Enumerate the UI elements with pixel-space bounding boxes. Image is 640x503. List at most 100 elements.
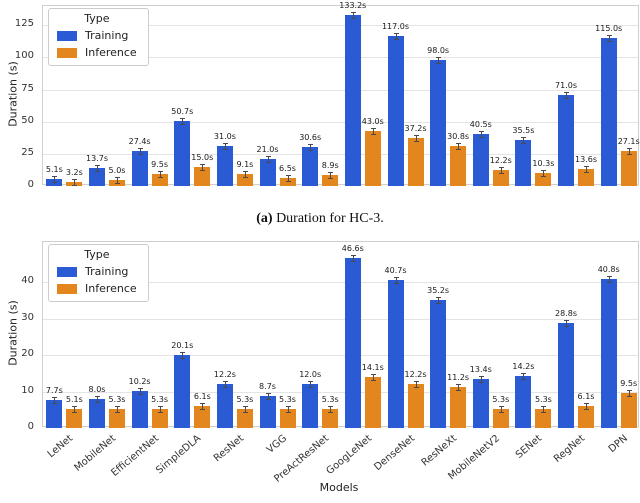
bar-inference <box>450 146 467 186</box>
bar-value-label: 43.0s <box>361 116 384 126</box>
error-bar-cap <box>242 171 248 173</box>
error-bar <box>224 380 226 387</box>
bar-value-label: 37.2s <box>404 124 427 134</box>
bar-value-label: 5.3s <box>108 394 126 404</box>
bar-value-label: 27.4s <box>128 136 151 146</box>
grid-line <box>43 89 638 91</box>
grid-line <box>43 282 638 284</box>
bar-training <box>259 159 276 186</box>
error-bar-cap <box>72 412 78 414</box>
error-bar <box>395 32 397 39</box>
grid-line <box>43 57 638 59</box>
error-bar-cap <box>72 184 78 186</box>
x-tick-label: RegNet <box>551 433 588 465</box>
bar-inference <box>364 376 381 428</box>
caption-a-letter: (a) <box>256 211 273 226</box>
error-bar-cap <box>157 170 163 172</box>
grid-line <box>43 355 638 357</box>
bar-value-label: 5.1s <box>45 165 63 175</box>
error-bar <box>415 380 417 387</box>
error-bar <box>244 171 246 178</box>
bar-value-label: 13.4s <box>469 365 492 375</box>
error-bar-cap <box>541 405 547 407</box>
error-bar-cap <box>52 182 58 184</box>
error-bar-cap <box>478 130 484 132</box>
error-bar-cap <box>413 380 419 382</box>
error-bar <box>224 143 226 150</box>
bar-training <box>302 384 319 428</box>
error-bar-cap <box>436 302 442 304</box>
legend-entry-inference: Inference <box>57 46 137 59</box>
chart-duration-models: 7.7s 8.0s 10.2s 20.1s 12.2s 8.7s 12.0s 46.6s 40.… <box>0 235 640 503</box>
error-bar-cap <box>370 373 376 375</box>
error-bar-cap <box>478 376 484 378</box>
bar-value-label: 115.0s <box>595 24 623 34</box>
error-bar-cap <box>285 180 291 182</box>
bar-value-label: 35.5s <box>512 126 535 136</box>
bar-training <box>216 383 233 428</box>
error-bar-cap <box>72 406 78 408</box>
error-bar <box>628 390 630 397</box>
bar-value-label: 14.2s <box>512 362 535 372</box>
legend: Type Training Inference <box>48 244 149 302</box>
y-tick-label: 100 <box>14 50 34 62</box>
x-tick-label: LeNet <box>45 433 76 461</box>
bar-value-label: 27.1s <box>617 137 640 147</box>
bar-inference <box>364 130 381 186</box>
error-bar-cap <box>328 171 334 173</box>
grid-line <box>43 153 638 155</box>
error-bar <box>74 178 76 185</box>
bar-value-label: 9.5s <box>151 159 169 169</box>
error-bar-cap <box>95 395 100 397</box>
error-bar-cap <box>328 411 334 413</box>
error-bar-cap <box>137 147 143 149</box>
error-bar-cap <box>498 405 504 407</box>
error-bar-cap <box>564 320 569 321</box>
bar-value-label: 11.2s <box>447 373 470 383</box>
bar-training <box>344 258 361 428</box>
error-bar <box>500 405 502 412</box>
error-bar <box>202 402 204 409</box>
bar-training <box>515 140 532 186</box>
error-bar-cap <box>370 379 376 381</box>
error-bar <box>117 176 118 183</box>
inference-color-swatch <box>57 283 77 294</box>
error-bar-cap <box>200 402 206 404</box>
error-bar-cap <box>285 411 291 413</box>
y-tick-label: 0 <box>27 421 34 432</box>
x-tick-label: ResNeXt <box>419 433 460 469</box>
bar-training <box>259 396 276 428</box>
bar-value-label: 133.2s <box>339 0 367 10</box>
error-bar-cap <box>265 156 271 157</box>
bar-inference <box>407 138 424 186</box>
error-bar-cap <box>115 182 120 184</box>
bar-training <box>46 399 63 428</box>
error-bar-cap <box>137 393 143 395</box>
error-bar <box>608 276 610 283</box>
bar-value-label: 14.1s <box>361 362 384 372</box>
y-tick-label: 125 <box>14 18 34 30</box>
bar-value-label: 71.0s <box>555 80 577 90</box>
error-bar <box>608 35 610 42</box>
error-bar-cap <box>180 351 186 353</box>
error-bar-cap <box>626 396 632 398</box>
bar-inference <box>578 405 594 428</box>
bar-inference <box>279 177 296 186</box>
grid-line <box>43 25 638 27</box>
bar-training <box>472 379 489 428</box>
error-bar-cap <box>393 32 399 34</box>
error-bar-cap <box>584 165 589 167</box>
error-bar <box>97 395 98 402</box>
error-bar-cap <box>413 386 419 388</box>
bar-training <box>430 299 447 428</box>
error-bar <box>182 117 184 124</box>
bar-value-label: 5.3s <box>279 394 296 404</box>
error-bar <box>310 381 312 388</box>
bar-inference <box>492 408 509 428</box>
legend-entry-label: Inference <box>85 282 137 295</box>
error-bar-cap <box>393 38 399 40</box>
bar-value-label: 12.2s <box>489 156 512 166</box>
error-bar-cap <box>308 143 314 145</box>
bar-training <box>89 168 105 186</box>
error-bar-cap <box>137 153 143 155</box>
